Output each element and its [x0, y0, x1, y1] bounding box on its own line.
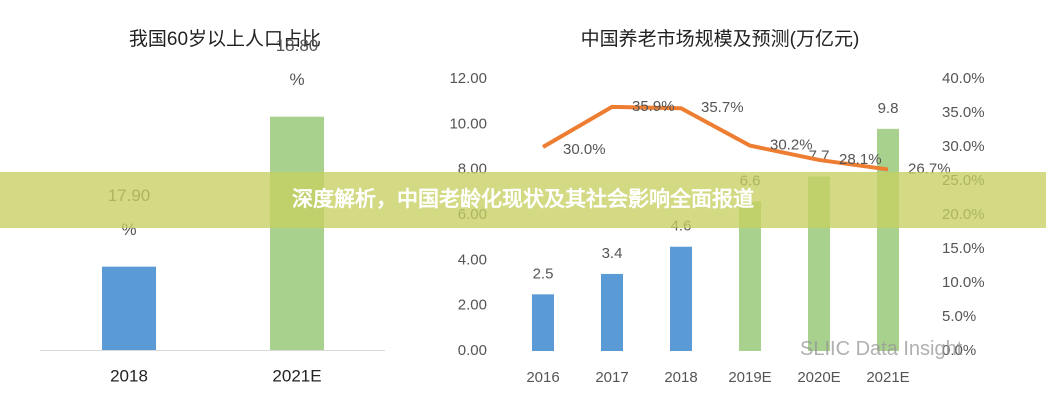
y2-tick-label: 15.0% — [942, 240, 985, 257]
x-tick-label: 2018 — [110, 366, 148, 385]
value-label: 30.0% — [563, 141, 606, 158]
y2-tick-label: 10.0% — [942, 274, 985, 291]
value-label: 35.9% — [632, 98, 675, 115]
value-label: 3.4 — [602, 245, 623, 262]
bar — [532, 294, 554, 351]
bar — [670, 246, 692, 351]
y-tick-label: 0.00 — [458, 342, 487, 359]
x-tick-label: 2021E — [272, 366, 321, 385]
x-tick-label: 2019E — [728, 369, 771, 386]
value-label: 18.80 % — [275, 35, 319, 89]
bar — [102, 266, 156, 350]
line — [541, 104, 889, 172]
y-tick-label: 2.00 — [458, 297, 487, 314]
watermark: SLIIC Data Insight — [800, 338, 963, 360]
bar — [270, 116, 324, 351]
y2-tick-label: 0.0% — [942, 342, 976, 359]
bar — [601, 273, 623, 351]
x-tick-label: 2016 — [526, 369, 559, 386]
y-tick-label: 4.00 — [458, 251, 487, 268]
value-label: 35.7% — [701, 99, 744, 116]
x-tick-label: 2018 — [664, 369, 697, 386]
value-label: 2.5 — [533, 265, 554, 282]
y2-tick-label: 35.0% — [942, 104, 985, 121]
banner: 深度解析，中国老龄化现状及其社会影响全面报道 — [0, 172, 1046, 228]
y-tick-label: 10.00 — [449, 115, 487, 132]
value-label: 30.2% — [770, 137, 813, 154]
chart-title: 中国养老市场规模及预测(万亿元) — [581, 28, 860, 50]
value-label: 9.8 — [878, 100, 899, 117]
x-tick-label: 2021E — [866, 369, 909, 386]
x-tick-label: 2017 — [595, 369, 628, 386]
y2-tick-label: 40.0% — [942, 70, 985, 87]
bar — [739, 201, 761, 351]
chart-title: 我国60岁以上人口占比 — [129, 28, 321, 50]
x-tick-label: 2020E — [797, 369, 840, 386]
value-label: 28.1% — [839, 151, 882, 168]
y2-tick-label: 5.0% — [942, 308, 976, 325]
y-tick-label: 12.00 — [449, 70, 487, 87]
y2-tick-label: 30.0% — [942, 138, 985, 155]
